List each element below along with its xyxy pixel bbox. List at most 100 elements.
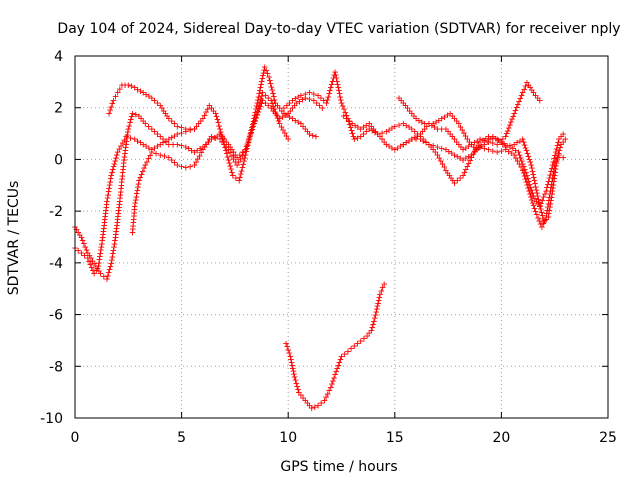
- x-tick-label: 25: [599, 430, 617, 446]
- x-axis-ticks: 0 5 10 15 20 25: [71, 56, 617, 446]
- data-point: +: [335, 359, 342, 372]
- data-point: +: [75, 244, 82, 257]
- data-point: +: [553, 142, 560, 155]
- data-point: +: [171, 117, 178, 130]
- data-point: +: [255, 90, 262, 103]
- data-point: +: [138, 168, 145, 181]
- data-point: +: [383, 125, 390, 138]
- data-point: +: [355, 121, 362, 134]
- data-point: +: [116, 143, 123, 156]
- data-point: +: [230, 146, 237, 159]
- data-point: +: [114, 216, 121, 229]
- data-point: +: [345, 112, 352, 125]
- data-point: +: [421, 117, 428, 130]
- data-point: +: [522, 79, 529, 92]
- data-point: +: [498, 135, 505, 148]
- data-point: +: [132, 197, 139, 210]
- data-point: +: [178, 139, 185, 152]
- data-point: +: [73, 223, 80, 236]
- data-point: +: [245, 134, 252, 147]
- data-point: +: [423, 120, 430, 133]
- data-point: +: [527, 81, 534, 94]
- data-point: +: [332, 66, 339, 79]
- data-point: +: [251, 117, 258, 130]
- data-point: +: [506, 121, 513, 134]
- data-point: +: [529, 162, 536, 175]
- data-point: +: [188, 144, 195, 157]
- data-point: +: [339, 100, 346, 113]
- data-point: +: [518, 161, 525, 174]
- data-point: +: [117, 188, 124, 201]
- data-point: +: [438, 142, 445, 155]
- data-point: +: [183, 161, 190, 174]
- data-point: +: [293, 97, 300, 110]
- series-track-2: ++++++++++++++++++++++++++++++++++++++++…: [106, 60, 320, 187]
- data-point: +: [538, 197, 545, 210]
- data-point: +: [75, 226, 82, 239]
- data-point: +: [313, 97, 320, 110]
- data-point: +: [522, 141, 529, 154]
- data-point: +: [338, 93, 345, 106]
- data-point: +: [543, 213, 550, 226]
- data-point: +: [532, 89, 539, 102]
- data-point: +: [449, 109, 456, 122]
- data-point: +: [360, 121, 367, 134]
- data-point: +: [529, 165, 536, 178]
- data-point: +: [547, 201, 554, 214]
- data-point: +: [540, 217, 547, 230]
- data-point: +: [78, 231, 85, 244]
- data-point: +: [490, 137, 497, 150]
- data-point: +: [455, 117, 462, 130]
- data-point: +: [471, 136, 478, 149]
- data-point: +: [485, 135, 492, 148]
- data-point: +: [457, 120, 464, 133]
- data-point: +: [381, 278, 388, 291]
- data-point: +: [530, 168, 537, 181]
- data-point: +: [112, 231, 119, 244]
- data-point: +: [110, 160, 117, 173]
- data-point: +: [350, 130, 357, 143]
- data-point: +: [129, 226, 136, 239]
- data-point: +: [131, 203, 138, 216]
- data-point: +: [130, 216, 137, 229]
- data-point: +: [200, 141, 207, 154]
- data-point: +: [409, 133, 416, 146]
- data-point: +: [165, 133, 172, 146]
- data-point: +: [326, 384, 333, 397]
- data-point: +: [482, 132, 489, 145]
- data-point: +: [357, 122, 364, 135]
- data-point: +: [204, 102, 211, 115]
- data-point: +: [533, 208, 540, 221]
- data-point: +: [449, 174, 456, 187]
- data-point: +: [481, 134, 488, 147]
- data-point: +: [411, 109, 418, 122]
- data-point: +: [534, 187, 541, 200]
- data-point: +: [214, 129, 221, 142]
- data-point: +: [118, 176, 125, 189]
- data-point: +: [281, 127, 288, 140]
- data-point: +: [221, 138, 228, 151]
- y-axis-ticks: -10 -8 -6 -4 -2 0 2 4: [40, 49, 608, 427]
- data-point: +: [331, 69, 338, 82]
- data-point: +: [383, 138, 390, 151]
- data-point: +: [105, 185, 112, 198]
- data-point: +: [379, 281, 386, 294]
- data-point: +: [274, 111, 281, 124]
- data-point: +: [246, 132, 253, 145]
- data-point: +: [241, 155, 248, 168]
- data-point: +: [136, 174, 143, 187]
- data-point: +: [148, 122, 155, 135]
- data-point: +: [522, 173, 529, 186]
- x-tick-label: 15: [386, 430, 404, 446]
- data-point: +: [546, 194, 553, 207]
- data-point: +: [268, 80, 275, 93]
- data-point: +: [278, 120, 285, 133]
- data-point: +: [528, 190, 535, 203]
- data-point: +: [122, 78, 129, 91]
- data-point: +: [524, 76, 531, 89]
- data-point: +: [115, 204, 122, 217]
- data-point: +: [107, 172, 114, 185]
- data-point: +: [467, 154, 474, 167]
- data-point: +: [110, 94, 117, 107]
- data-point: +: [233, 172, 240, 185]
